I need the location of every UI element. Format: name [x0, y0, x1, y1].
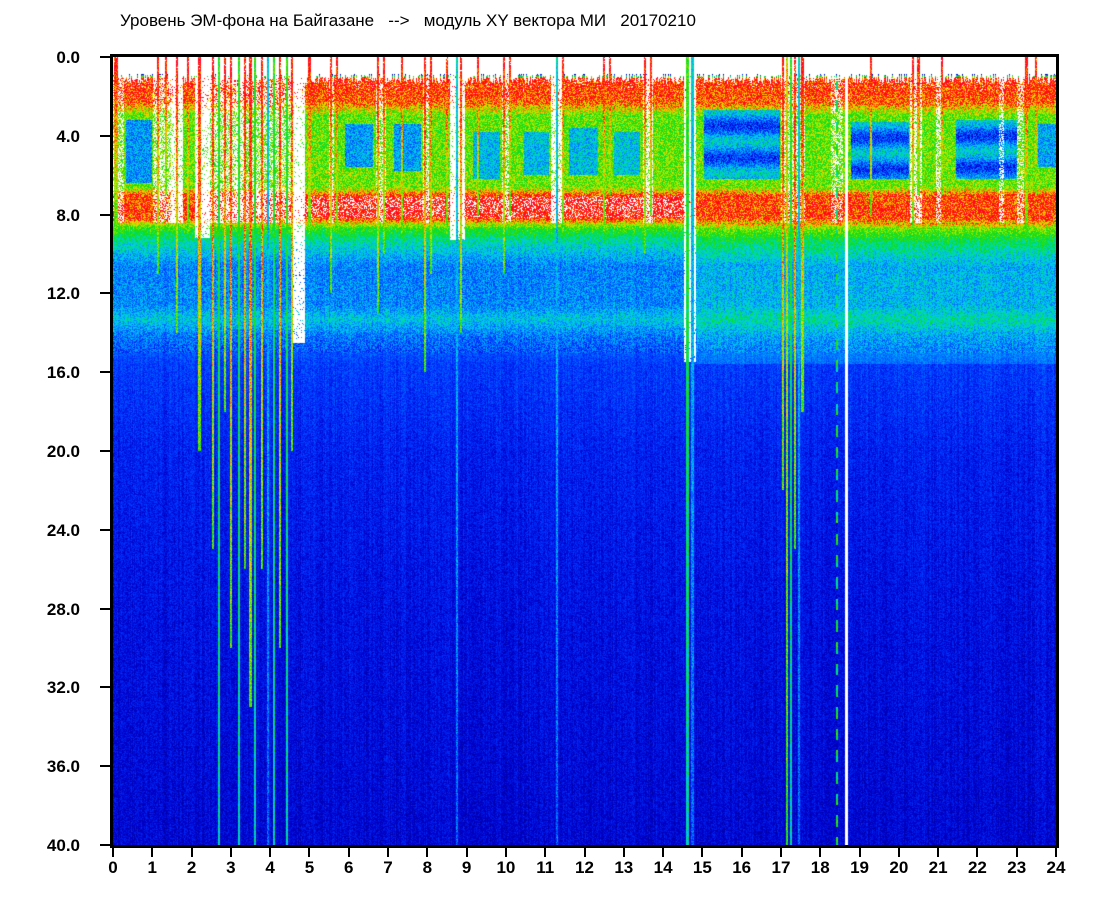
y-tick-label: 0.0	[56, 48, 80, 67]
x-tick	[583, 848, 586, 857]
y-tick	[100, 292, 110, 295]
x-tick	[544, 848, 547, 857]
y-tick	[100, 765, 110, 768]
x-tick	[819, 848, 822, 857]
y-tick	[100, 134, 110, 137]
x-tick-label: 22	[967, 858, 987, 877]
x-tick-label: 7	[383, 858, 393, 877]
x-tick-label: 1	[147, 858, 158, 877]
x-tick	[976, 848, 979, 857]
x-tick	[701, 848, 704, 857]
x-tick	[622, 848, 625, 857]
x-tick-label: 20	[889, 858, 909, 877]
x-tick	[1015, 848, 1018, 857]
y-tick-label: 40.0	[46, 836, 80, 855]
x-tick-label: 13	[614, 858, 634, 877]
y-tick	[100, 607, 110, 610]
x-tick	[662, 848, 665, 857]
x-tick	[858, 848, 861, 857]
y-tick	[100, 844, 110, 846]
x-tick-label: 5	[304, 858, 315, 877]
x-tick-label: 4	[265, 858, 275, 877]
x-tick	[426, 848, 429, 857]
y-tick	[100, 213, 110, 216]
x-tick-label: 8	[422, 858, 433, 877]
x-tick-label: 21	[928, 858, 948, 877]
y-tick-label: 24.0	[46, 520, 80, 540]
x-tick	[112, 848, 114, 857]
x-tick	[347, 848, 350, 857]
x-tick-label: 23	[1007, 858, 1027, 877]
x-tick-label: 6	[344, 858, 354, 877]
x-tick	[779, 848, 782, 857]
x-tick-label: 10	[496, 858, 516, 877]
x-tick-label: 16	[732, 858, 752, 877]
x-tick-label: 15	[692, 858, 712, 877]
y-tick	[100, 450, 110, 452]
x-tick	[504, 848, 507, 857]
x-tick	[190, 848, 193, 857]
x-tick	[151, 848, 154, 857]
y-tick-label: 8.0	[56, 205, 80, 225]
y-tick-label: 32.0	[46, 678, 80, 698]
chart-title: Уровень ЭМ-фона на Байгазане --> модуль …	[120, 11, 696, 30]
x-tick-label: 12	[575, 858, 594, 877]
y-tick	[100, 371, 110, 374]
y-tick-label: 16.0	[46, 363, 80, 383]
x-tick-label: 24	[1046, 858, 1066, 877]
y-tick	[100, 686, 110, 689]
x-tick-label: 11	[536, 858, 555, 877]
x-tick-label: 14	[653, 858, 673, 877]
x-tick	[465, 848, 468, 857]
x-tick	[897, 848, 900, 857]
x-tick-label: 18	[810, 858, 830, 877]
y-tick	[100, 56, 110, 58]
y-tick-label: 36.0	[46, 757, 80, 777]
x-tick	[1055, 848, 1057, 857]
spectrogram-canvas	[113, 57, 1056, 845]
plot-frame	[110, 54, 1059, 848]
x-tick	[229, 848, 232, 857]
y-tick-label: 12.0	[46, 284, 80, 304]
x-tick	[740, 848, 743, 857]
x-tick	[269, 848, 272, 857]
x-tick-label: 19	[850, 858, 869, 877]
x-tick-label: 3	[226, 858, 236, 877]
x-tick-label: 0	[108, 858, 118, 877]
y-tick-label: 20.0	[46, 442, 80, 461]
y-tick-label: 4.0	[56, 126, 80, 146]
x-tick	[937, 848, 940, 857]
y-tick-label: 28.0	[46, 599, 80, 619]
x-tick-label: 9	[461, 858, 472, 877]
x-tick-label: 17	[771, 858, 791, 877]
y-tick	[100, 528, 110, 531]
x-tick	[308, 848, 311, 857]
x-tick-label: 2	[186, 858, 197, 877]
x-tick	[387, 848, 390, 857]
